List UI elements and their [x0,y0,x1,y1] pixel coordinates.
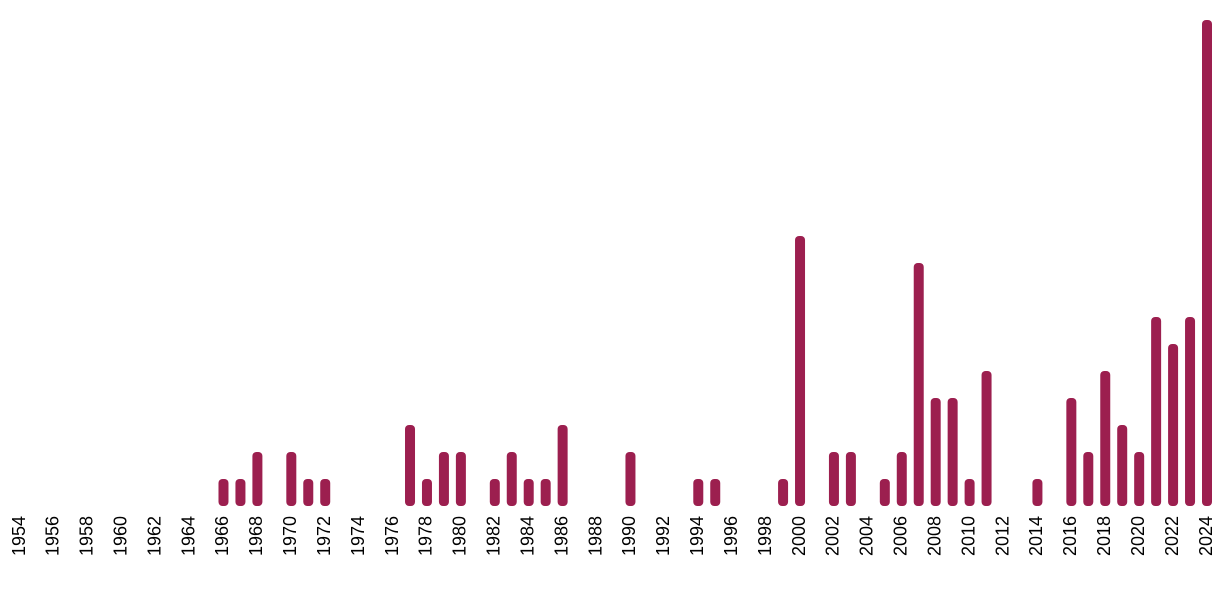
bar [523,479,534,506]
x-tick-label: 2016 [1060,516,1080,556]
bar [438,452,449,506]
x-tick-label: 1984 [517,516,537,556]
bar [1168,344,1179,506]
bar [845,452,856,506]
x-tick-label: 1970 [280,516,300,556]
bar [879,479,890,506]
bar [795,236,806,506]
bar [557,425,568,506]
bar [540,479,551,506]
x-tick-label: 2020 [1128,516,1148,556]
x-tick-label: 1972 [314,516,334,556]
bar [1151,317,1162,506]
bar [625,452,636,506]
bar [710,479,721,506]
bar [1100,371,1111,506]
bar [1202,20,1212,506]
bar [405,425,416,506]
x-tick-label: 2012 [992,516,1012,556]
bar [1083,452,1094,506]
x-tick-label: 2004 [857,516,877,556]
x-tick-label: 2000 [789,516,809,556]
x-tick-label: 1966 [212,516,232,556]
x-tick-label: 2010 [958,516,978,556]
bar [947,398,958,506]
bar [693,479,704,506]
bar [828,452,839,506]
bar [489,479,500,506]
x-tick-label: 2022 [1162,516,1182,556]
bar [286,452,297,506]
x-tick-label: 1960 [110,516,130,556]
x-tick-label: 2008 [924,516,944,556]
bar [1032,479,1043,506]
x-tick-label: 1994 [687,516,707,556]
x-tick-label: 1958 [77,516,97,556]
x-tick-label: 1974 [348,516,368,556]
bar [1185,317,1196,506]
bar [1134,452,1145,506]
x-tick-label: 2014 [1026,516,1046,556]
bar [964,479,975,506]
bar [896,452,907,506]
bar [252,452,263,506]
x-tick-label: 1990 [619,516,639,556]
bar [235,479,246,506]
x-tick-label: 1976 [382,516,402,556]
x-tick-label: 1968 [246,516,266,556]
x-tick-label: 1992 [653,516,673,556]
x-tick-label: 2018 [1094,516,1114,556]
x-tick-label: 1982 [484,516,504,556]
x-tick-label: 1996 [721,516,741,556]
x-tick-label: 1988 [585,516,605,556]
bar [218,479,229,506]
bar [303,479,314,506]
bar [455,452,466,506]
bar [421,479,432,506]
bar [1066,398,1077,506]
bar [913,263,924,506]
x-tick-label: 1978 [416,516,436,556]
x-tick-label: 1956 [43,516,63,556]
x-tick-label: 1964 [178,516,198,556]
bar [981,371,992,506]
x-tick-label: 1962 [144,516,164,556]
bar [506,452,517,506]
bar [320,479,331,506]
x-tick-label: 1954 [9,516,29,556]
bar [1117,425,1128,506]
x-tick-label: 2002 [823,516,843,556]
x-tick-label: 2024 [1196,516,1216,556]
bar [930,398,941,506]
x-tick-label: 1986 [551,516,571,556]
bar [778,479,789,506]
x-tick-label: 2006 [891,516,911,556]
x-tick-label: 1998 [755,516,775,556]
x-tick-label: 1980 [450,516,470,556]
